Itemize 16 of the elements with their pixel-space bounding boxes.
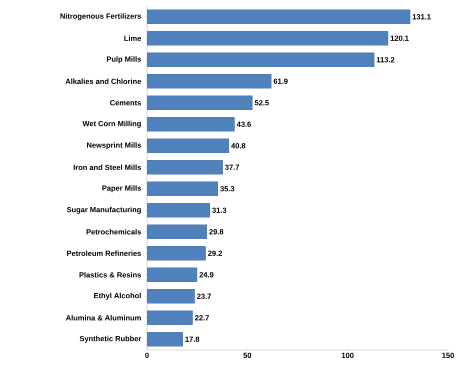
bar bbox=[147, 160, 223, 174]
bar bbox=[147, 289, 195, 304]
bar bbox=[147, 182, 218, 196]
bar bbox=[147, 138, 230, 153]
bar bbox=[147, 96, 253, 110]
bar bbox=[147, 203, 210, 218]
bar bbox=[147, 31, 388, 46]
bar bbox=[147, 224, 207, 239]
bar bbox=[147, 10, 410, 24]
bar bbox=[147, 52, 374, 67]
bar bbox=[147, 310, 193, 325]
bar bbox=[147, 246, 206, 260]
bar bbox=[147, 268, 198, 282]
bar bbox=[147, 74, 272, 88]
bar bbox=[147, 117, 235, 132]
bar bbox=[147, 332, 183, 346]
